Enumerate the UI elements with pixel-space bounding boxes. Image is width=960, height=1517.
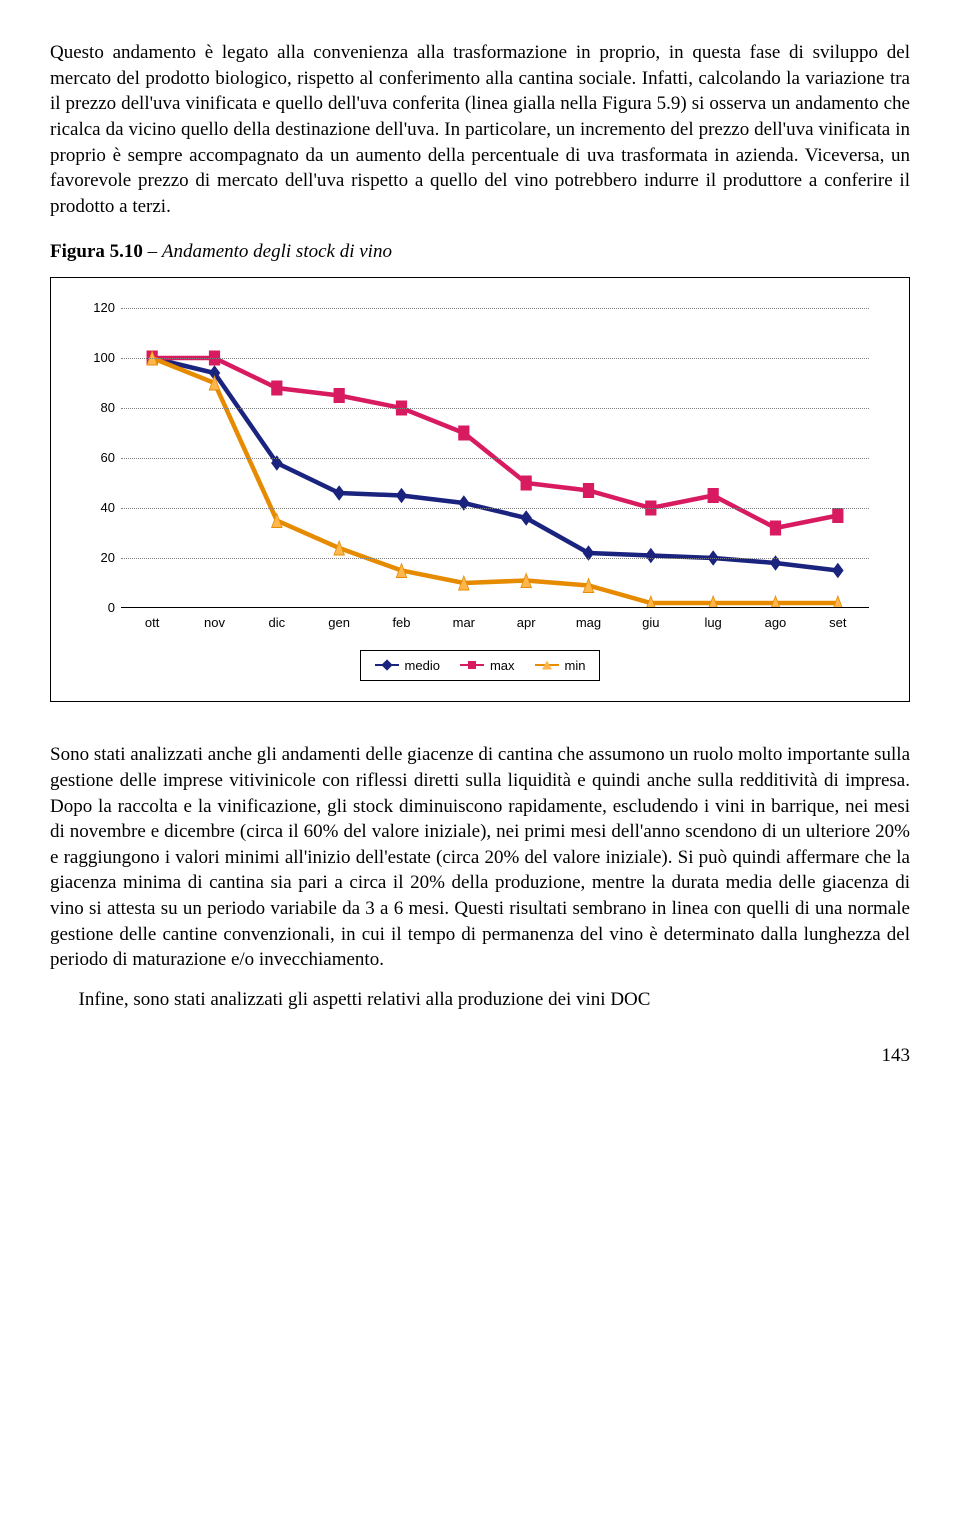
x-tick-label: ago (744, 614, 806, 632)
gridline (121, 358, 869, 359)
legend-marker-icon (468, 661, 476, 669)
gridline (121, 408, 869, 409)
series-marker-max (770, 521, 780, 535)
gridline (121, 308, 869, 309)
x-tick-label: nov (183, 614, 245, 632)
figure-caption: Figura 5.10 – Andamento degli stock di v… (50, 239, 910, 265)
x-tick-label: set (807, 614, 869, 632)
legend-item-min: min (535, 657, 586, 675)
body-paragraph: Infine, sono stati analizzati gli aspett… (50, 987, 910, 1013)
y-tick-label: 20 (83, 549, 115, 567)
y-tick-label: 80 (83, 399, 115, 417)
series-marker-max (459, 426, 469, 440)
x-axis-labels: ottnovdicgenfebmaraprmaggiulugagoset (121, 614, 869, 632)
legend-line-icon (535, 664, 559, 666)
legend-line-icon (460, 664, 484, 666)
x-tick-label: gen (308, 614, 370, 632)
x-axis (121, 607, 869, 608)
legend-item-max: max (460, 657, 515, 675)
x-tick-label: ott (121, 614, 183, 632)
y-tick-label: 40 (83, 499, 115, 517)
series-line-min (152, 358, 838, 603)
body-paragraph: Questo andamento è legato alla convenien… (50, 40, 910, 219)
legend-marker-icon (381, 660, 392, 671)
stock-chart: 020406080100120 ottnovdicgenfebmaraprmag… (50, 277, 910, 702)
figure-title: Andamento degli stock di vino (162, 241, 392, 262)
gridline (121, 558, 869, 559)
series-marker-max (272, 381, 282, 395)
x-tick-label: giu (620, 614, 682, 632)
x-tick-label: mag (557, 614, 619, 632)
series-marker-medio (334, 486, 344, 500)
series-marker-max (583, 484, 593, 498)
page-number: 143 (50, 1043, 910, 1069)
series-line-medio (152, 358, 838, 571)
series-marker-max (521, 476, 531, 490)
y-tick-label: 0 (83, 599, 115, 617)
legend-item-medio: medio (375, 657, 440, 675)
legend-label: max (490, 657, 515, 675)
x-tick-label: mar (433, 614, 495, 632)
series-marker-medio (646, 549, 656, 563)
series-marker-medio (521, 511, 531, 525)
y-tick-label: 120 (83, 299, 115, 317)
x-tick-label: lug (682, 614, 744, 632)
series-marker-max (833, 509, 843, 523)
series-marker-max (708, 489, 718, 503)
x-tick-label: feb (370, 614, 432, 632)
body-paragraph: Sono stati analizzati anche gli andament… (50, 742, 910, 973)
legend-label: medio (405, 657, 440, 675)
series-marker-medio (396, 489, 406, 503)
gridline (121, 508, 869, 509)
legend-line-icon (375, 664, 399, 666)
y-tick-label: 60 (83, 449, 115, 467)
y-tick-label: 100 (83, 349, 115, 367)
x-tick-label: dic (246, 614, 308, 632)
gridline (121, 458, 869, 459)
series-marker-max (334, 389, 344, 403)
figure-number: Figura 5.10 (50, 241, 143, 262)
legend-marker-icon (542, 661, 552, 670)
x-tick-label: apr (495, 614, 557, 632)
chart-legend: medio max min (360, 650, 601, 682)
plot-area: 020406080100120 (121, 308, 869, 608)
legend-label: min (565, 657, 586, 675)
series-marker-medio (833, 564, 843, 578)
series-line-max (152, 358, 838, 528)
